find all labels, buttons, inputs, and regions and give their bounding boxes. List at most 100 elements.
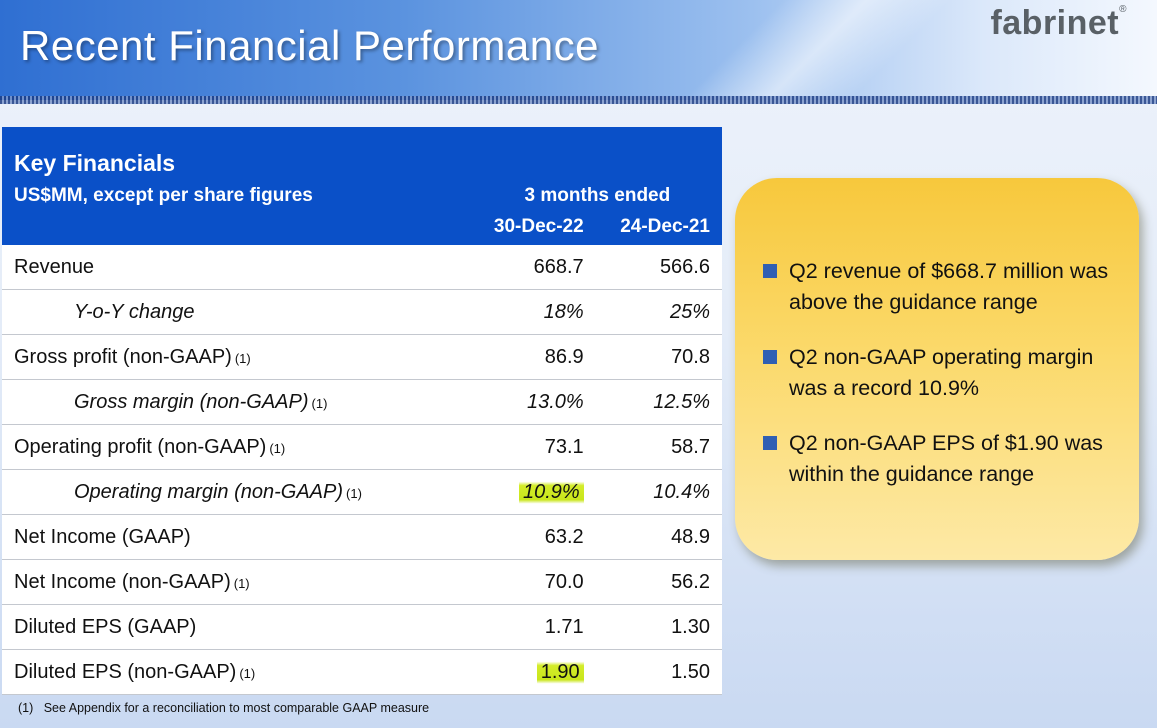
row-label-cell: Revenue bbox=[2, 245, 473, 290]
fabrinet-logo: fabrinet® bbox=[990, 4, 1127, 43]
highlights-callout: Q2 revenue of $668.7 million was above t… bbox=[735, 178, 1139, 560]
table-row: Revenue 668.7 566.6 bbox=[2, 245, 722, 290]
row-label: Net Income (non-GAAP) bbox=[14, 570, 231, 593]
value-current-cell: 1.71 bbox=[472, 604, 584, 650]
value-prior-cell: 48.9 bbox=[583, 514, 722, 560]
row-label-cell: Diluted EPS (GAAP) bbox=[2, 604, 473, 650]
value-prior: 1.50 bbox=[671, 660, 710, 683]
value-current-cell: 1.90 bbox=[472, 649, 584, 695]
value-prior-cell: 1.50 bbox=[583, 649, 722, 695]
column-header-row: 30-Dec-22 24-Dec-21 bbox=[2, 209, 722, 245]
value-current-cell: 668.7 bbox=[472, 245, 584, 290]
footnote-reference: (1) bbox=[234, 350, 251, 366]
value-prior: 1.30 bbox=[671, 615, 710, 638]
row-label: Operating profit (non-GAAP) bbox=[14, 435, 267, 458]
value-current: 13.0% bbox=[526, 390, 584, 413]
slide-header: Recent Financial Performance fabrinet® bbox=[0, 0, 1157, 100]
table-row: Operating margin (non-GAAP) (1) 10.9% 10.4% bbox=[2, 469, 722, 515]
table-row: Diluted EPS (GAAP) 1.71 1.30 bbox=[2, 604, 722, 650]
value-prior-cell: 10.4% bbox=[583, 469, 722, 515]
value-prior-cell: 12.5% bbox=[583, 379, 722, 425]
value-current: 63.2 bbox=[544, 525, 584, 548]
value-current-cell: 70.0 bbox=[472, 559, 584, 605]
value-prior: 10.4% bbox=[653, 480, 710, 503]
row-label: Revenue bbox=[14, 255, 95, 278]
footnote-marker: (1) bbox=[18, 701, 34, 715]
highlight-bullet: Q2 non-GAAP EPS of $1.90 was within the … bbox=[763, 428, 1117, 490]
value-prior-cell: 70.8 bbox=[583, 334, 722, 380]
row-label-cell: Net Income (GAAP) bbox=[2, 514, 473, 560]
square-bullet-icon bbox=[763, 264, 777, 278]
bullet-text: Q2 revenue of $668.7 million was above t… bbox=[789, 259, 1109, 314]
highlighted-value: 1.90 bbox=[536, 658, 584, 685]
value-current: 86.9 bbox=[544, 345, 584, 368]
table-row: Net Income (GAAP) 63.2 48.9 bbox=[2, 514, 722, 560]
value-prior-cell: 58.7 bbox=[583, 424, 722, 470]
highlights-list: Q2 revenue of $668.7 million was above t… bbox=[763, 256, 1117, 490]
row-label: Gross margin (non-GAAP) bbox=[74, 390, 309, 413]
row-label: Y-o-Y change bbox=[74, 300, 195, 323]
value-current-cell: 13.0% bbox=[472, 379, 584, 425]
table-row: Diluted EPS (non-GAAP) (1) 1.90 1.50 bbox=[2, 649, 722, 695]
highlight-bullet: Q2 non-GAAP operating margin was a recor… bbox=[763, 342, 1117, 404]
bullet-text: Q2 non-GAAP operating margin was a recor… bbox=[789, 345, 1094, 400]
table-row: Operating profit (non-GAAP) (1) 73.1 58.7 bbox=[2, 424, 722, 470]
value-current-cell: 18% bbox=[472, 289, 584, 335]
row-label-cell: Gross profit (non-GAAP) (1) bbox=[2, 334, 473, 380]
row-label: Diluted EPS (non-GAAP) bbox=[14, 660, 237, 683]
page-title: Recent Financial Performance bbox=[20, 22, 599, 69]
value-prior-cell: 56.2 bbox=[583, 559, 722, 605]
value-prior: 566.6 bbox=[659, 255, 710, 278]
value-current-cell: 63.2 bbox=[472, 514, 584, 560]
value-current-cell: 86.9 bbox=[472, 334, 584, 380]
footnote-reference: (1) bbox=[269, 440, 286, 456]
row-label: Diluted EPS (GAAP) bbox=[14, 615, 197, 638]
column-header-current: 30-Dec-22 bbox=[472, 209, 584, 245]
value-current: 1.71 bbox=[544, 615, 584, 638]
table-title: Key Financials bbox=[2, 127, 722, 183]
logo-text: fabrinet bbox=[990, 4, 1120, 42]
square-bullet-icon bbox=[763, 436, 777, 450]
row-label-cell: Diluted EPS (non-GAAP) (1) bbox=[2, 649, 473, 695]
row-label: Net Income (GAAP) bbox=[14, 525, 191, 548]
column-header-prior: 24-Dec-21 bbox=[583, 209, 722, 245]
value-prior: 25% bbox=[669, 300, 710, 323]
row-label-cell: Y-o-Y change bbox=[2, 289, 473, 335]
value-prior: 58.7 bbox=[671, 435, 710, 458]
value-prior: 56.2 bbox=[671, 570, 710, 593]
row-label-cell: Operating margin (non-GAAP) (1) bbox=[2, 469, 473, 515]
value-current: 70.0 bbox=[544, 570, 584, 593]
table-row: Y-o-Y change 18% 25% bbox=[2, 289, 722, 335]
highlighted-value: 10.9% bbox=[518, 478, 584, 505]
footnote: (1) See Appendix for a reconciliation to… bbox=[18, 701, 429, 715]
value-current: 18% bbox=[543, 300, 584, 323]
value-prior-cell: 1.30 bbox=[583, 604, 722, 650]
table-row: Gross profit (non-GAAP) (1) 86.9 70.8 bbox=[2, 334, 722, 380]
value-prior-cell: 25% bbox=[583, 289, 722, 335]
column-header-blank bbox=[2, 209, 473, 245]
row-label-cell: Net Income (non-GAAP) (1) bbox=[2, 559, 473, 605]
table-subheader-row: US$MM, except per share figures 3 months… bbox=[2, 183, 722, 209]
footnote-reference: (1) bbox=[311, 395, 328, 411]
table-row: Gross margin (non-GAAP) (1) 13.0% 12.5% bbox=[2, 379, 722, 425]
footnote-reference: (1) bbox=[346, 485, 362, 501]
value-prior: 12.5% bbox=[653, 390, 710, 413]
period-label: 3 months ended bbox=[472, 183, 722, 209]
key-financials-table: Key Financials US$MM, except per share f… bbox=[2, 127, 722, 695]
footnote-reference: (1) bbox=[233, 575, 250, 591]
value-prior-cell: 566.6 bbox=[583, 245, 722, 290]
row-label-cell: Gross margin (non-GAAP) (1) bbox=[2, 379, 473, 425]
value-prior: 48.9 bbox=[671, 525, 710, 548]
value-current-cell: 10.9% bbox=[472, 469, 584, 515]
row-label-cell: Operating profit (non-GAAP) (1) bbox=[2, 424, 473, 470]
square-bullet-icon bbox=[763, 350, 777, 364]
highlight-bullet: Q2 revenue of $668.7 million was above t… bbox=[763, 256, 1117, 318]
header-decoration bbox=[657, 0, 977, 100]
footnote-text: See Appendix for a reconciliation to mos… bbox=[43, 701, 430, 715]
logo-registered-mark: ® bbox=[1119, 4, 1127, 15]
row-label: Gross profit (non-GAAP) bbox=[14, 345, 232, 368]
bullet-text: Q2 non-GAAP EPS of $1.90 was within the … bbox=[789, 431, 1103, 486]
table-row: Net Income (non-GAAP) (1) 70.0 56.2 bbox=[2, 559, 722, 605]
row-label: Operating margin (non-GAAP) bbox=[74, 480, 344, 503]
footnote-reference: (1) bbox=[239, 665, 256, 681]
